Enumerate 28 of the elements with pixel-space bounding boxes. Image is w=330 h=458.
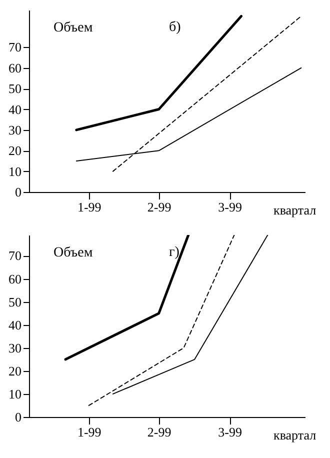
y-tick-label: 40 — [8, 102, 22, 117]
x-tick-label: 2-99 — [147, 200, 172, 214]
y-axis-title: Объем — [54, 246, 93, 260]
y-tick-label: 10 — [8, 164, 22, 179]
y-tick-label: 20 — [8, 363, 22, 378]
y-tick-label: 30 — [8, 122, 22, 138]
y-tick-label: 70 — [8, 248, 22, 264]
y-tick-label: 70 — [8, 40, 22, 55]
text: г) — [169, 245, 180, 260]
y-axis-title: Объем — [54, 20, 93, 36]
y-tick-label: 10 — [8, 386, 22, 402]
x-tick-label: 3-99 — [218, 200, 242, 214]
y-tick-label: 50 — [8, 81, 22, 96]
text: б) — [169, 20, 182, 35]
y-tick-label: 40 — [8, 317, 22, 332]
x-axis-title: квартал — [274, 428, 317, 442]
y-tick-label: 0 — [15, 410, 22, 424]
y-tick-label: 60 — [8, 60, 22, 76]
y-tick-label: 20 — [8, 143, 22, 158]
y-tick-label: 30 — [8, 340, 22, 356]
x-tick-label: 1-99 — [77, 424, 102, 440]
y-tick-label: 50 — [8, 294, 22, 310]
x-axis-title: квартал — [274, 202, 317, 218]
x-tick-label: 2-99 — [147, 424, 172, 440]
y-tick-label: 60 — [8, 271, 22, 286]
x-tick-label: 3-99 — [218, 424, 242, 440]
y-tick-label: 0 — [15, 184, 22, 200]
x-tick-label: 1-99 — [77, 200, 102, 214]
